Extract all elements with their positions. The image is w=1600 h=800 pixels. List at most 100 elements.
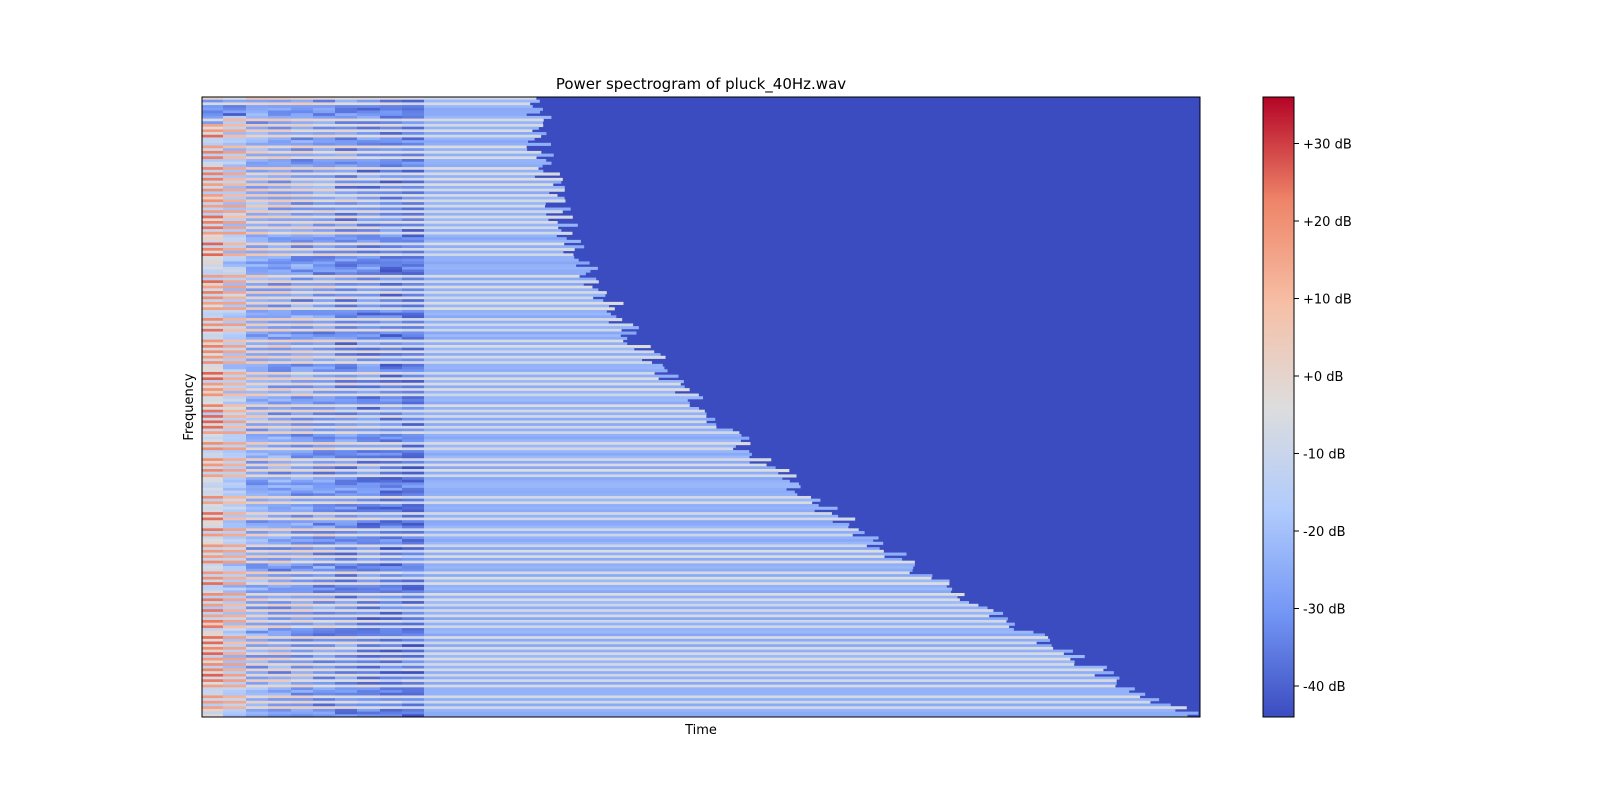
spectrogram-cell [313, 574, 335, 578]
spectrogram-cell [313, 657, 335, 661]
spectrogram-cell [223, 652, 246, 656]
spectrogram-cell [268, 169, 291, 173]
spectrogram-cell [402, 148, 424, 152]
spectrogram-cell [291, 380, 313, 384]
spectrogram-cell [335, 164, 357, 168]
spectrogram-cell [424, 633, 1045, 637]
spectrogram-cell [357, 595, 380, 599]
spectrogram-cell [313, 398, 335, 403]
spectrogram-cell [268, 175, 291, 179]
spectrogram-cell [380, 450, 402, 454]
spectrogram-cell [357, 544, 380, 548]
spectrogram-cell [424, 625, 1010, 629]
spectrogram-cell [424, 113, 527, 117]
spectrogram-cell [380, 590, 402, 594]
spectrogram-cell [223, 574, 246, 578]
spectrogram-cell [357, 231, 380, 235]
spectrogram-cell [335, 412, 357, 416]
spectrogram-cell [424, 695, 1141, 699]
spectrogram-cell [291, 628, 313, 632]
spectrogram-cell [268, 202, 291, 206]
spectrogram-cell [313, 169, 335, 173]
spectrogram-cell [335, 617, 357, 621]
spectrogram-cell [268, 204, 291, 208]
spectrogram-cell [380, 412, 402, 416]
spectrogram-cell [291, 638, 313, 642]
spectrogram-cell [357, 471, 380, 475]
spectrogram-cell [402, 452, 424, 456]
spectrogram-cell [268, 611, 291, 615]
y-axis-label: Frequency [182, 373, 197, 440]
spectrogram-cell [380, 606, 402, 610]
spectrogram-cell [268, 102, 291, 106]
spectrogram-cell [268, 471, 291, 475]
spectrogram-cell [246, 708, 268, 713]
spectrogram-cell [202, 463, 223, 467]
spectrogram-cell [380, 97, 402, 101]
spectrogram-cell [380, 355, 402, 359]
spectrogram-cell [313, 231, 335, 235]
spectrogram-cell [291, 164, 313, 168]
spectrogram-cell [246, 611, 268, 615]
spectrogram-cell [223, 536, 246, 540]
spectrogram-cell [246, 142, 268, 146]
spectrogram-cell [335, 587, 357, 591]
spectrogram-cell [291, 159, 313, 163]
spectrogram-cell [313, 334, 335, 338]
spectrogram-cell [357, 328, 380, 332]
spectrogram-cell [246, 479, 268, 483]
spectrogram-cell [246, 326, 268, 330]
spectrogram-cell [335, 161, 357, 165]
spectrogram-cell [402, 614, 424, 618]
spectrogram-cell [223, 714, 246, 717]
spectrogram-cell [268, 245, 291, 249]
spectrogram-cell [335, 102, 357, 106]
spectrogram-cell [268, 118, 291, 122]
spectrogram-cell [246, 619, 268, 624]
spectrogram-cell [313, 520, 335, 524]
spectrogram-cell [246, 304, 268, 308]
spectrogram-cell [246, 407, 268, 411]
spectrogram-cell [291, 512, 313, 516]
spectrogram-cell [313, 142, 335, 146]
spectrogram-cell [291, 611, 313, 615]
spectrogram-cell [335, 299, 357, 303]
spectrogram-cell [424, 407, 700, 411]
spectrogram-cell [268, 223, 291, 227]
spectrogram-cell [246, 118, 268, 122]
spectrogram-cell [424, 309, 607, 314]
spectrogram-cell [335, 258, 357, 262]
spectrogram-cell [335, 339, 357, 343]
spectrogram-cell [223, 587, 246, 591]
spectrogram-cell [335, 566, 357, 570]
spectrogram-cell [202, 113, 223, 117]
spectrogram-cell [313, 603, 335, 607]
spectrogram-cell [202, 150, 223, 155]
spectrogram-cell [246, 369, 268, 373]
spectrogram-cell [223, 185, 246, 190]
spectrogram-cell [313, 237, 335, 241]
spectrogram-cell [335, 482, 357, 486]
spectrogram-cell [357, 668, 380, 672]
spectrogram-cell [268, 482, 291, 486]
spectrogram-cell [246, 706, 268, 710]
spectrogram-cell [268, 296, 291, 300]
spectrogram-cell [268, 207, 291, 211]
spectrogram-cell [202, 371, 223, 376]
spectrogram-cell [246, 207, 268, 211]
spectrogram-cell [335, 571, 357, 575]
spectrogram-cell [380, 380, 402, 384]
spectrogram-cell [335, 463, 357, 467]
spectrogram-cell [291, 536, 313, 540]
spectrogram-cell [402, 221, 424, 225]
spectrogram-cell [424, 345, 651, 349]
spectrogram-cell [246, 210, 268, 214]
spectrogram-cell [202, 714, 223, 717]
spectrogram-cell [424, 471, 779, 475]
spectrogram-cell [202, 687, 223, 691]
spectrogram-cell [424, 447, 734, 451]
chart-title: Power spectrogram of pluck_40Hz.wav [556, 75, 846, 94]
spectrogram-cell [268, 393, 291, 397]
spectrogram-cell [202, 603, 223, 607]
spectrogram-cell [357, 132, 380, 136]
